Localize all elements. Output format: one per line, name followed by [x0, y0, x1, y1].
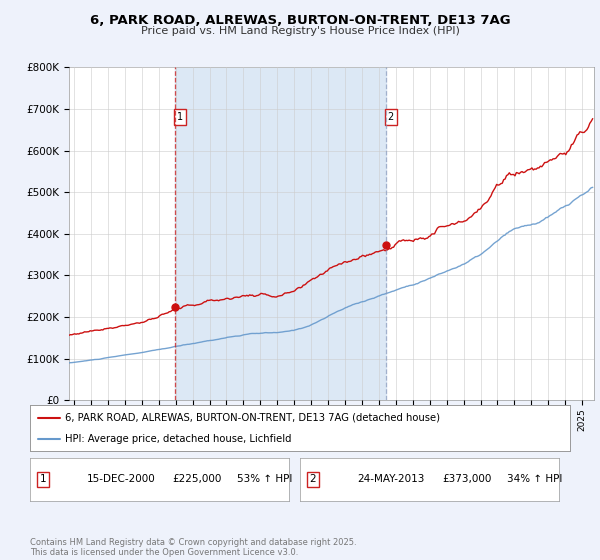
Text: £225,000: £225,000: [173, 474, 222, 484]
Text: HPI: Average price, detached house, Lichfield: HPI: Average price, detached house, Lich…: [65, 435, 292, 444]
Text: 34% ↑ HPI: 34% ↑ HPI: [508, 474, 563, 484]
Text: Price paid vs. HM Land Registry's House Price Index (HPI): Price paid vs. HM Land Registry's House …: [140, 26, 460, 36]
Text: 6, PARK ROAD, ALREWAS, BURTON-ON-TRENT, DE13 7AG: 6, PARK ROAD, ALREWAS, BURTON-ON-TRENT, …: [89, 14, 511, 27]
Text: 6, PARK ROAD, ALREWAS, BURTON-ON-TRENT, DE13 7AG (detached house): 6, PARK ROAD, ALREWAS, BURTON-ON-TRENT, …: [65, 413, 440, 423]
Text: 24-MAY-2013: 24-MAY-2013: [357, 474, 424, 484]
Text: 1: 1: [177, 112, 183, 122]
Text: £373,000: £373,000: [443, 474, 492, 484]
Text: Contains HM Land Registry data © Crown copyright and database right 2025.
This d: Contains HM Land Registry data © Crown c…: [30, 538, 356, 557]
Bar: [175, 67, 386, 400]
Text: 1: 1: [40, 474, 46, 484]
Text: 15-DEC-2000: 15-DEC-2000: [87, 474, 156, 484]
Text: 2: 2: [388, 112, 394, 122]
Text: 2: 2: [310, 474, 316, 484]
Text: 53% ↑ HPI: 53% ↑ HPI: [238, 474, 293, 484]
